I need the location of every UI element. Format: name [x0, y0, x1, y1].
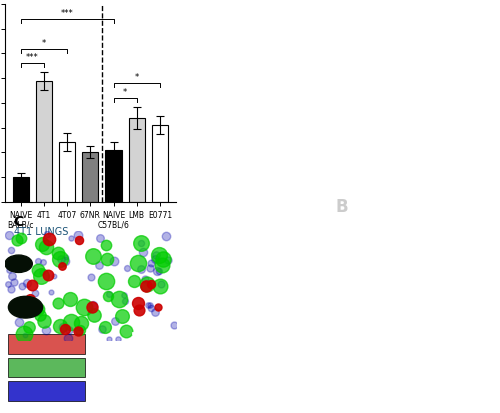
Text: ***: *** — [26, 53, 39, 62]
Text: C: C — [14, 216, 24, 229]
FancyBboxPatch shape — [8, 334, 85, 354]
FancyBboxPatch shape — [8, 358, 85, 377]
FancyBboxPatch shape — [8, 381, 85, 401]
Bar — [152, 125, 168, 202]
Bar — [59, 142, 76, 202]
Bar — [106, 150, 122, 202]
Text: *: * — [123, 88, 127, 97]
Bar — [128, 118, 145, 202]
Text: *: * — [134, 73, 139, 82]
Text: ***: *** — [61, 9, 74, 18]
Text: B: B — [335, 197, 347, 216]
Text: DAPI: DAPI — [34, 387, 58, 396]
Text: 4T1 LUNGS: 4T1 LUNGS — [14, 227, 68, 237]
Bar — [82, 152, 98, 202]
Text: IL-33: IL-33 — [34, 339, 58, 348]
Bar — [36, 81, 52, 202]
Text: CD11B: CD11B — [29, 363, 62, 372]
Bar — [13, 177, 29, 202]
Text: *: * — [42, 38, 46, 47]
